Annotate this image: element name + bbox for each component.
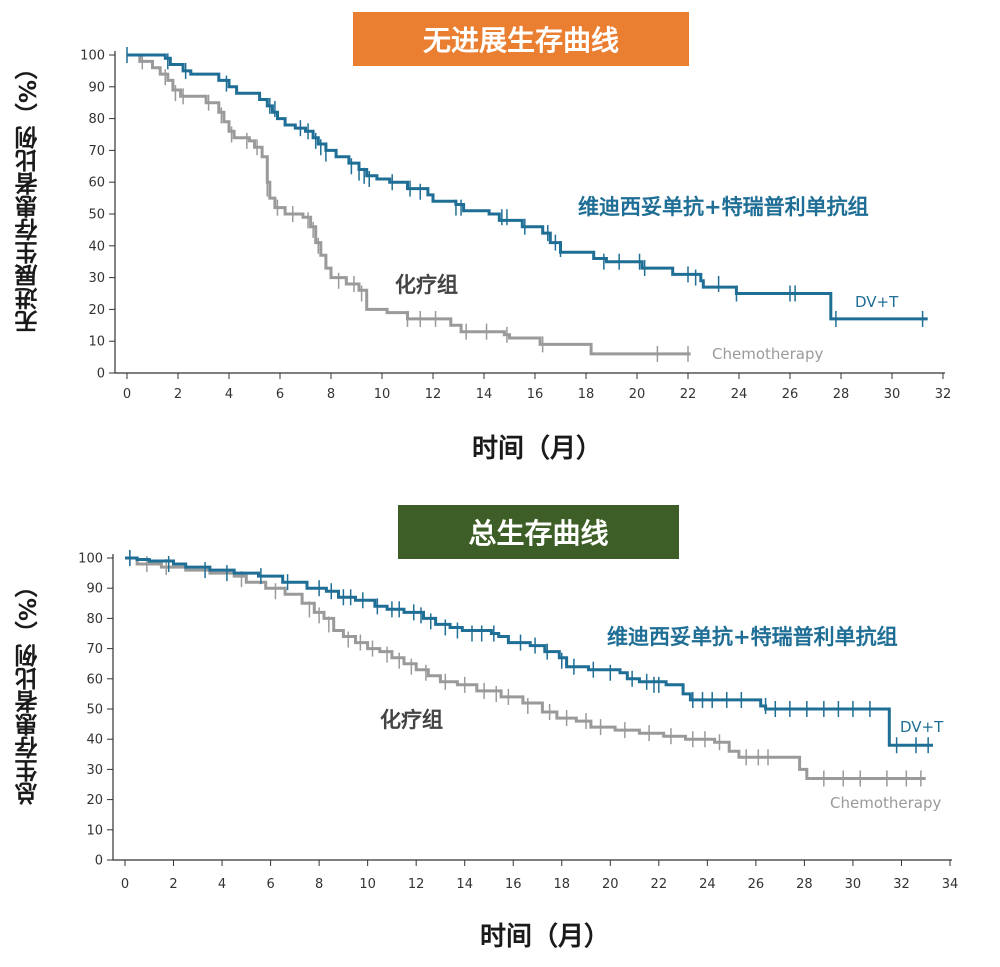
x-tick-label: 6 <box>276 387 284 402</box>
os-chart-title: 总生存曲线 <box>398 505 679 559</box>
y-tick-label: 0 <box>97 367 105 382</box>
series-line-dvt <box>127 53 928 321</box>
x-tick-label: 8 <box>315 877 323 892</box>
x-tick-label: 30 <box>845 877 862 892</box>
os-x-axis-label: 时间（月） <box>480 922 611 952</box>
x-tick-label: 20 <box>629 387 646 402</box>
series-label-dvt-label_en: DV+T <box>900 718 944 736</box>
x-tick-label: 28 <box>833 387 850 402</box>
y-tick-label: 40 <box>88 239 105 254</box>
x-tick-label: 4 <box>225 387 233 402</box>
x-tick-label: 22 <box>680 387 697 402</box>
x-tick-label: 24 <box>731 387 748 402</box>
x-tick-label: 28 <box>796 877 813 892</box>
series-line-chemo <box>125 556 926 780</box>
series-label-chemo-label_en: Chemotherapy <box>712 345 823 363</box>
y-tick-label: 100 <box>80 49 105 64</box>
y-tick-label: 20 <box>88 303 105 318</box>
x-tick-label: 12 <box>408 877 425 892</box>
y-tick-label: 70 <box>86 642 103 657</box>
x-tick-label: 14 <box>456 877 473 892</box>
chart-os: 0 2 4 6 8 10 12 14 16 18 20 22 24 26 28 30 32 34010203040… <box>78 550 958 892</box>
x-tick-label: 0 <box>121 877 129 892</box>
y-tick-label: 80 <box>86 612 103 627</box>
y-tick-label: 10 <box>86 823 103 838</box>
x-tick-label: 18 <box>553 877 570 892</box>
pfs-x-axis-label: 时间（月） <box>472 434 603 464</box>
y-tick-label: 40 <box>86 733 103 748</box>
x-tick-label: 34 <box>942 877 959 892</box>
x-tick-label: 16 <box>505 877 522 892</box>
x-tick-label: 12 <box>425 387 442 402</box>
x-tick-label: 32 <box>893 877 910 892</box>
y-tick-label: 50 <box>86 703 103 718</box>
series-label-chemo-name: 化疗组 <box>395 273 458 297</box>
x-tick-label: 30 <box>884 387 901 402</box>
x-tick-label: 32 <box>935 387 952 402</box>
series-label-dvt-label_en: DV+T <box>855 293 899 311</box>
series-label-dvt-name: 维迪西妥单抗+特瑞普利单抗组 <box>607 625 898 649</box>
series-label-dvt-name: 维迪西妥单抗+特瑞普利单抗组 <box>578 195 869 219</box>
y-tick-label: 20 <box>86 793 103 808</box>
y-tick-label: 60 <box>86 672 103 687</box>
y-tick-label: 70 <box>88 144 105 159</box>
y-tick-label: 30 <box>88 271 105 286</box>
series-line-chemo <box>127 53 691 356</box>
pfs-chart-title: 无进展生存曲线 <box>353 12 689 66</box>
x-tick-label: 26 <box>748 877 765 892</box>
y-tick-label: 60 <box>88 176 105 191</box>
x-tick-label: 26 <box>782 387 799 402</box>
y-tick-label: 90 <box>86 582 103 597</box>
y-tick-label: 50 <box>88 208 105 223</box>
x-tick-label: 24 <box>699 877 716 892</box>
series-label-chemo-label_en: Chemotherapy <box>830 794 941 812</box>
y-tick-label: 0 <box>95 854 103 869</box>
x-tick-label: 10 <box>359 877 376 892</box>
x-tick-label: 0 <box>123 387 131 402</box>
y-tick-label: 10 <box>88 335 105 350</box>
series-label-chemo-name: 化疗组 <box>380 708 443 732</box>
x-tick-label: 16 <box>527 387 544 402</box>
y-tick-label: 30 <box>86 763 103 778</box>
y-tick-label: 100 <box>78 552 103 567</box>
chart-pfs: 0 2 4 6 8 10 12 14 16 18 20 22 24 26 28 30 3201020304050… <box>80 47 951 402</box>
x-tick-label: 22 <box>651 877 668 892</box>
x-tick-label: 2 <box>174 387 182 402</box>
x-tick-label: 10 <box>374 387 391 402</box>
x-tick-label: 20 <box>602 877 619 892</box>
y-tick-label: 90 <box>88 80 105 95</box>
x-tick-label: 14 <box>476 387 493 402</box>
x-tick-label: 4 <box>218 877 226 892</box>
x-tick-label: 2 <box>169 877 177 892</box>
y-tick-label: 80 <box>88 112 105 127</box>
x-tick-label: 18 <box>578 387 595 402</box>
x-tick-label: 6 <box>266 877 274 892</box>
x-tick-label: 8 <box>327 387 335 402</box>
series-line-dvt <box>125 556 933 747</box>
